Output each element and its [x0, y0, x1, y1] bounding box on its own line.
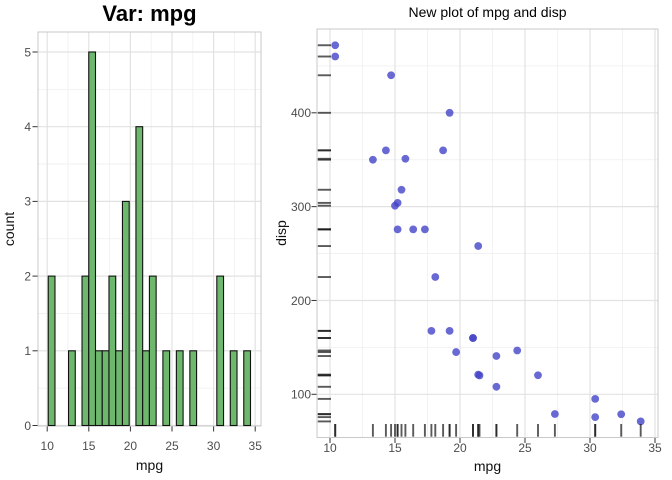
y-tick-label: 300	[291, 200, 311, 214]
histogram-bar	[243, 350, 252, 427]
scatter-point	[534, 371, 542, 380]
x-tick-label: 30	[583, 441, 597, 455]
scatter-point	[617, 410, 626, 419]
y-tick-label: 5	[24, 45, 31, 59]
y-tick-label: 2	[24, 269, 31, 283]
scatter-point	[636, 417, 645, 426]
scatter-point	[439, 146, 447, 155]
x-tick-label: 20	[453, 441, 467, 455]
scatter-point	[492, 382, 501, 391]
scatter-point	[391, 201, 399, 210]
scatter-point	[331, 52, 340, 61]
histogram-bar	[175, 350, 184, 427]
histogram-bar	[108, 275, 117, 427]
histogram-xaxis-title: mpg	[135, 457, 164, 473]
y-tick-label: 3	[24, 195, 31, 209]
histogram-yaxis-title: count	[1, 211, 17, 247]
scatter-point	[445, 108, 454, 117]
histogram-bar	[216, 275, 225, 427]
histogram-bar	[135, 126, 144, 427]
x-tick-label: 20	[124, 439, 138, 453]
histogram-bar	[81, 275, 90, 427]
scatter-point	[369, 155, 377, 164]
y-tick-label: 400	[291, 106, 311, 120]
y-tick-label: 0	[24, 419, 31, 433]
scatter-point	[427, 326, 436, 335]
scatter-yaxis-title: disp	[273, 220, 289, 246]
scatter-point	[474, 242, 483, 250]
scatter-point	[445, 326, 454, 335]
scatter-point	[452, 348, 460, 356]
x-tick-label: 15	[82, 439, 96, 453]
x-tick-label: 30	[207, 439, 221, 453]
histogram-title: Var: mpg	[102, 1, 197, 26]
histogram-bar	[88, 51, 97, 427]
scatter-point	[397, 185, 406, 194]
histogram-bar	[94, 350, 103, 427]
scatter-point	[591, 413, 600, 422]
histogram-bar	[101, 350, 110, 427]
x-tick-label: 35	[249, 439, 263, 453]
histogram-bar	[67, 350, 76, 427]
scatter-title: New plot of mpg and disp	[408, 4, 567, 20]
y-tick-label: 100	[291, 388, 311, 402]
scatter-point	[551, 410, 559, 418]
panel-border	[316, 28, 659, 438]
scatter-point	[393, 225, 402, 234]
histogram-bar	[47, 275, 56, 427]
scatter-point	[331, 41, 340, 50]
y-tick-label: 4	[24, 120, 31, 134]
panel-background	[317, 29, 658, 438]
x-tick-label: 15	[388, 441, 402, 455]
histogram-bar	[115, 350, 124, 427]
scatter-point	[421, 225, 429, 234]
scatter-point	[474, 370, 483, 379]
scatter-point	[387, 71, 395, 80]
scatter-point	[591, 394, 600, 403]
x-tick-label: 10	[41, 439, 55, 453]
scatter-point	[469, 334, 477, 342]
x-tick-label: 35	[648, 441, 662, 455]
scatter-point	[401, 154, 410, 163]
histogram-bar	[189, 350, 198, 427]
histogram-bar	[162, 350, 171, 427]
y-tick-label: 200	[291, 294, 311, 308]
histogram-bar	[142, 350, 150, 427]
scatter-point	[409, 225, 418, 234]
scatter-point	[431, 273, 440, 281]
histogram-bar	[121, 200, 130, 427]
y-tick-label: 1	[24, 344, 31, 358]
x-tick-label: 25	[518, 441, 532, 455]
histogram-bar	[229, 350, 238, 427]
scatter-point	[513, 346, 522, 355]
x-tick-label: 10	[323, 441, 337, 455]
scatter-xaxis-title: mpg	[473, 458, 502, 474]
scatter-point	[382, 146, 390, 155]
histogram-bar	[148, 275, 157, 427]
scatter-point	[492, 352, 501, 360]
x-tick-label: 25	[165, 439, 179, 453]
